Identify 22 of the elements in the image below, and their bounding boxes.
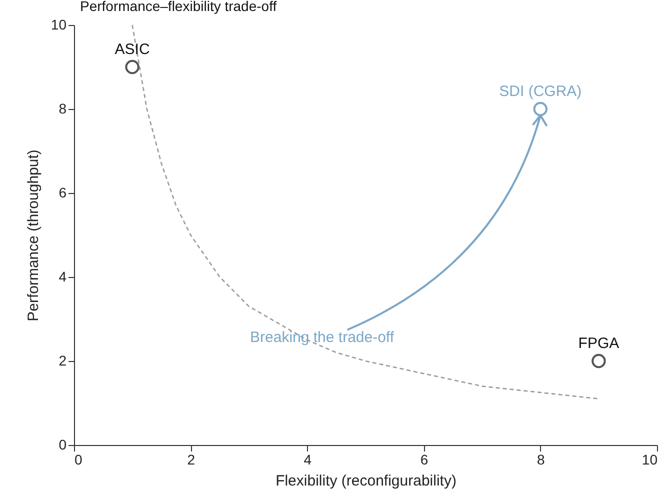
x-tick-label: 6 — [420, 452, 428, 468]
y-tick-label: 4 — [58, 268, 67, 284]
series-label: SDI (CGRA) — [499, 83, 582, 100]
x-tick-label: 8 — [537, 452, 545, 468]
point — [592, 354, 606, 368]
y-tick-label: 10 — [50, 16, 67, 32]
point — [533, 102, 548, 116]
point — [125, 60, 140, 74]
x-axis-title: Flexibility (reconfigurability) — [276, 472, 456, 490]
x-tick-label: 0 — [74, 452, 82, 468]
y-tick-label: 8 — [58, 100, 67, 116]
series-label: ASIC — [114, 41, 150, 58]
y-tick-label: 0 — [58, 436, 67, 452]
y-tick-label: 2 — [58, 352, 67, 368]
chart-title: Performance–flexibility trade-off — [80, 0, 277, 14]
annotation: Breaking the trade-off — [250, 329, 395, 346]
series-label: FPGA — [578, 335, 620, 352]
x-tick-label: 10 — [642, 452, 658, 468]
x-tick-label: 4 — [304, 452, 312, 468]
x-tick-label: 2 — [187, 452, 196, 468]
y-tick-label: 6 — [58, 184, 67, 200]
y-axis-title: Performance (throughput) — [24, 150, 42, 322]
